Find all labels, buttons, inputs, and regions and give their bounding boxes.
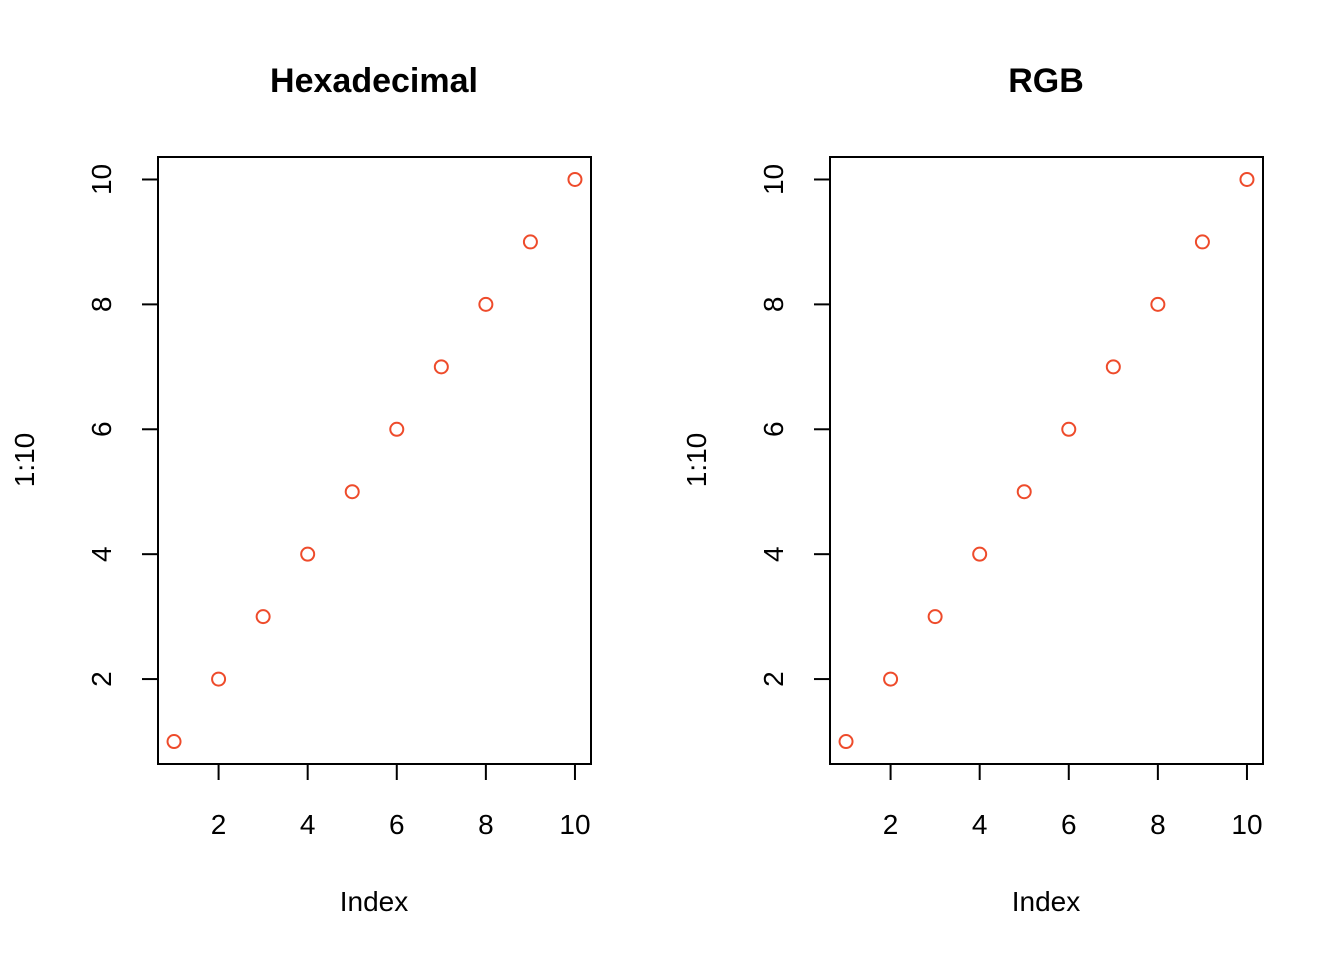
data-point: [1016, 484, 1032, 500]
y-axis: 2 4 6 8 10: [758, 164, 830, 687]
data-points: [838, 171, 1255, 750]
y-tick-label: 10: [86, 164, 117, 195]
data-points: [166, 171, 583, 750]
plot-frame: [157, 156, 592, 765]
x-tick-label: 10: [559, 809, 590, 840]
chart-title: Hexadecimal: [270, 62, 478, 100]
x-axis: 2 4 6 8 10: [883, 764, 1263, 840]
x-tick-label: 6: [389, 809, 405, 840]
y-tick-label: 6: [758, 421, 789, 437]
y-axis-label: 1:10: [9, 433, 40, 488]
y-tick-label: 8: [86, 297, 117, 313]
data-point: [1061, 421, 1077, 437]
y-tick-label: 2: [86, 671, 117, 687]
y-axis: 2 4 6 8 10: [86, 164, 158, 687]
data-point: [344, 484, 360, 500]
data-point: [255, 609, 271, 625]
data-point: [433, 359, 449, 375]
data-point: [1194, 234, 1210, 250]
y-tick-label: 2: [758, 671, 789, 687]
data-point: [300, 546, 316, 562]
data-point: [1239, 171, 1255, 187]
x-axis: 2 4 6 8 10: [211, 764, 591, 840]
data-point: [567, 171, 583, 187]
y-axis-label: 1:10: [681, 433, 712, 488]
data-point: [211, 671, 227, 687]
data-point: [927, 609, 943, 625]
data-point: [1150, 296, 1166, 312]
x-tick-label: 4: [300, 809, 316, 840]
data-point: [972, 546, 988, 562]
y-tick-label: 6: [86, 421, 117, 437]
panel-rgb: RGB 2 4 6 8 10 2 4 6 8 10 Index 1:10: [681, 62, 1264, 917]
x-axis-label: Index: [1012, 886, 1081, 917]
x-tick-label: 2: [211, 809, 227, 840]
panel-hexadecimal: Hexadecimal 2 4 6 8 10 2 4 6 8 10 Index 1:10: [9, 62, 592, 917]
chart-title: RGB: [1008, 62, 1084, 100]
x-tick-label: 8: [478, 809, 494, 840]
data-point: [838, 734, 854, 750]
data-point: [389, 421, 405, 437]
data-point: [166, 734, 182, 750]
y-tick-label: 10: [758, 164, 789, 195]
x-tick-label: 4: [972, 809, 988, 840]
x-tick-label: 10: [1231, 809, 1262, 840]
y-tick-label: 4: [86, 546, 117, 562]
x-tick-label: 6: [1061, 809, 1077, 840]
data-point: [522, 234, 538, 250]
x-tick-label: 2: [883, 809, 899, 840]
plot-frame: [829, 156, 1264, 765]
y-tick-label: 8: [758, 297, 789, 313]
data-point: [883, 671, 899, 687]
x-axis-label: Index: [340, 886, 409, 917]
data-point: [1105, 359, 1121, 375]
x-tick-label: 8: [1150, 809, 1166, 840]
data-point: [478, 296, 494, 312]
y-tick-label: 4: [758, 546, 789, 562]
